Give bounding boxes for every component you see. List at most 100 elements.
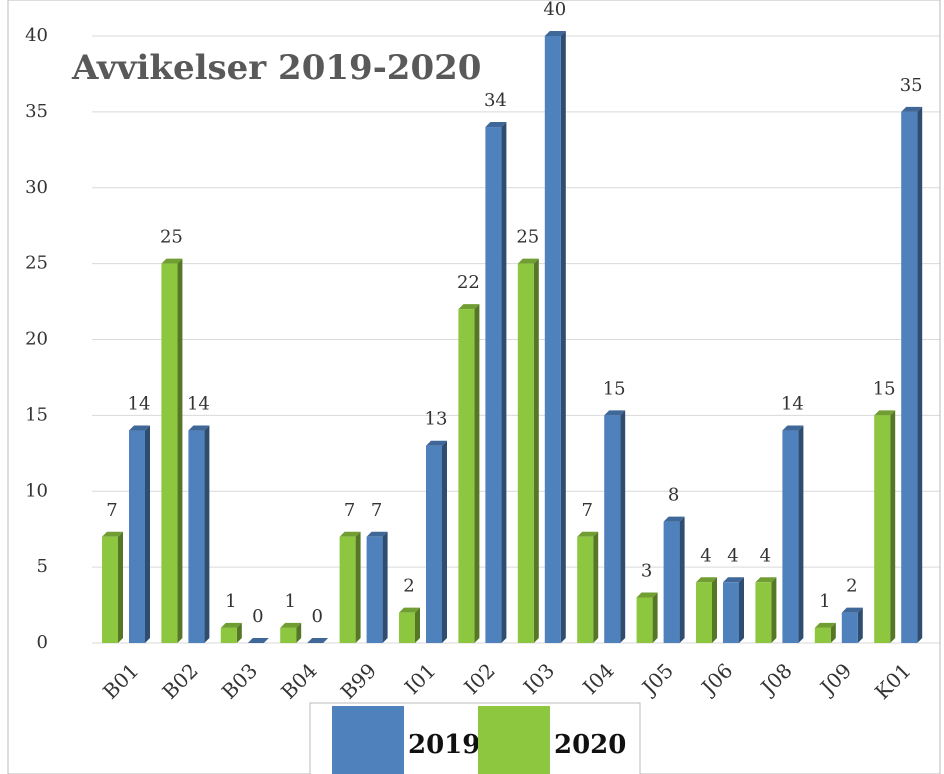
bar xyxy=(577,531,599,643)
bar-side xyxy=(474,304,480,643)
bar-top xyxy=(458,304,480,310)
bar-top xyxy=(366,531,388,537)
bar-top xyxy=(663,516,685,522)
bar-side xyxy=(679,516,685,643)
bar-front xyxy=(129,430,145,643)
bar xyxy=(280,622,302,643)
bar-top xyxy=(577,531,599,537)
bar-side xyxy=(204,425,210,643)
data-label: 2 xyxy=(846,576,857,597)
x-tick-label: J09 xyxy=(814,658,856,700)
bar-top xyxy=(339,531,361,537)
y-tick-label: 5 xyxy=(37,556,48,577)
bar-side xyxy=(415,607,420,643)
bar-front xyxy=(339,536,356,643)
bar-side xyxy=(442,440,447,643)
x-tick-label: B02 xyxy=(157,658,202,703)
y-tick-label: 15 xyxy=(25,404,48,425)
bar xyxy=(874,410,896,643)
bar-top xyxy=(814,622,836,628)
data-label: 4 xyxy=(727,545,738,566)
bar-top xyxy=(544,31,566,36)
bar-side xyxy=(798,425,804,643)
bar-side xyxy=(177,258,183,643)
data-label: 25 xyxy=(160,227,183,248)
bar-front xyxy=(485,127,502,644)
bar-side xyxy=(917,106,923,643)
bar-front xyxy=(604,415,621,643)
x-tick-label: I01 xyxy=(400,658,441,699)
bar xyxy=(129,425,150,643)
bar-top xyxy=(307,638,329,643)
bar-side xyxy=(296,622,302,643)
bar-top xyxy=(841,607,863,613)
bar-front xyxy=(399,612,415,643)
bar-side xyxy=(620,410,626,643)
bar-top xyxy=(129,425,150,431)
bar-side xyxy=(560,31,566,643)
bar-front xyxy=(161,263,178,643)
data-label: 22 xyxy=(457,272,480,293)
bar-front xyxy=(696,582,712,643)
bar xyxy=(696,577,717,643)
data-label: 13 xyxy=(425,409,448,430)
bar xyxy=(544,31,566,643)
bar-side xyxy=(857,607,863,643)
bar xyxy=(604,410,626,643)
bar-top xyxy=(247,638,269,643)
bar xyxy=(755,577,777,643)
data-label: 1 xyxy=(225,591,236,612)
bar-front xyxy=(517,263,534,643)
bar-side xyxy=(236,622,242,643)
bar-side xyxy=(771,577,777,643)
bar xyxy=(426,440,447,643)
data-label: 4 xyxy=(760,545,771,566)
bar-side xyxy=(533,258,539,643)
bar-side xyxy=(890,410,896,643)
bar-top xyxy=(604,410,626,416)
x-tick-label: I03 xyxy=(519,658,560,699)
x-tick-label: I04 xyxy=(578,658,619,699)
bar-front xyxy=(220,627,237,643)
y-tick-label: 0 xyxy=(37,632,48,653)
bar xyxy=(161,258,183,643)
bar xyxy=(339,531,361,643)
y-tick-label: 40 xyxy=(25,25,48,46)
data-label: 2 xyxy=(403,576,414,597)
bar-front xyxy=(755,582,772,643)
bar-front xyxy=(841,612,858,643)
data-label: 0 xyxy=(311,606,322,627)
y-tick-label: 25 xyxy=(25,253,48,274)
data-label: 7 xyxy=(371,500,382,521)
bar-front xyxy=(782,430,799,643)
legend-label: 2020 xyxy=(554,730,626,760)
bar xyxy=(901,106,923,643)
bar xyxy=(517,258,539,643)
bar-top xyxy=(280,622,302,628)
bar-top xyxy=(188,425,210,431)
bar xyxy=(399,607,420,643)
legend-label: 2019 xyxy=(408,730,480,760)
bar-top xyxy=(755,577,777,583)
bar-side xyxy=(830,622,836,643)
bar-top xyxy=(636,592,658,598)
bar xyxy=(366,531,388,643)
data-label: 40 xyxy=(543,0,566,20)
bar-top xyxy=(220,622,242,628)
bar-front xyxy=(814,627,831,643)
bar-front xyxy=(663,521,680,643)
data-label: 14 xyxy=(128,394,151,415)
legend: 2019 2020 xyxy=(309,702,641,774)
bar xyxy=(307,638,329,643)
bar-top xyxy=(485,122,507,128)
bar xyxy=(782,425,804,643)
x-tick-label: J08 xyxy=(755,658,797,700)
x-tick-label: B03 xyxy=(217,658,262,703)
x-tick-label: K01 xyxy=(870,658,916,704)
data-label: 7 xyxy=(344,500,355,521)
bar xyxy=(841,607,863,643)
bar-front xyxy=(901,111,918,643)
legend-swatch xyxy=(332,706,404,774)
bar xyxy=(814,622,836,643)
